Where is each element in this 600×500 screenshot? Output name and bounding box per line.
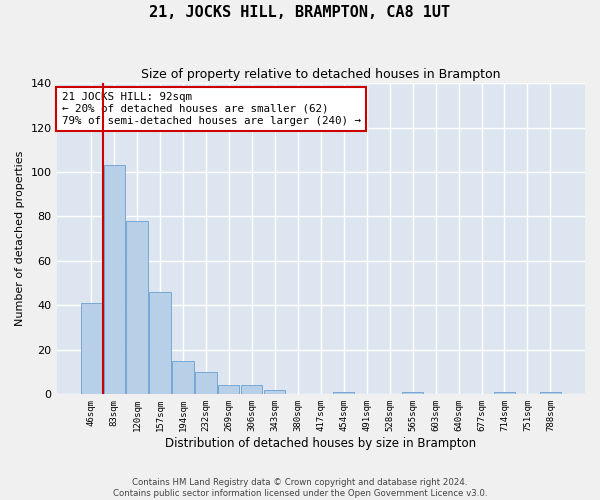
X-axis label: Distribution of detached houses by size in Brampton: Distribution of detached houses by size …	[165, 437, 476, 450]
Bar	[149, 292, 170, 394]
Text: 21, JOCKS HILL, BRAMPTON, CA8 1UT: 21, JOCKS HILL, BRAMPTON, CA8 1UT	[149, 5, 451, 20]
Bar	[494, 392, 515, 394]
Bar	[196, 372, 217, 394]
Bar	[172, 361, 194, 394]
Bar	[127, 221, 148, 394]
Text: 21 JOCKS HILL: 92sqm
← 20% of detached houses are smaller (62)
79% of semi-detac: 21 JOCKS HILL: 92sqm ← 20% of detached h…	[62, 92, 361, 126]
Bar	[402, 392, 423, 394]
Bar	[264, 390, 286, 394]
Bar	[80, 303, 101, 394]
Title: Size of property relative to detached houses in Brampton: Size of property relative to detached ho…	[141, 68, 500, 80]
Bar	[333, 392, 354, 394]
Y-axis label: Number of detached properties: Number of detached properties	[15, 151, 25, 326]
Bar	[218, 386, 239, 394]
Text: Contains HM Land Registry data © Crown copyright and database right 2024.
Contai: Contains HM Land Registry data © Crown c…	[113, 478, 487, 498]
Bar	[540, 392, 561, 394]
Bar	[241, 386, 262, 394]
Bar	[104, 166, 125, 394]
